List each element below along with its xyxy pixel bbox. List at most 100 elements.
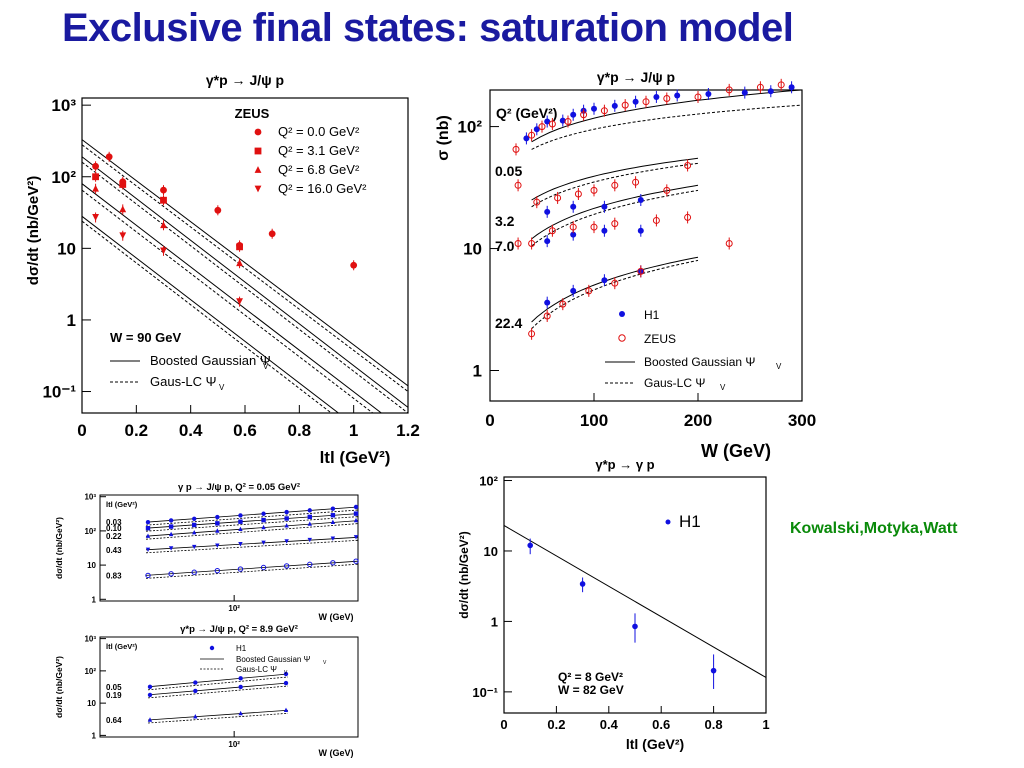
data-point: [92, 162, 99, 170]
data-point: [710, 667, 717, 674]
data-point: [788, 84, 795, 91]
data-point: [168, 518, 174, 523]
y-tick-label: 10³: [84, 493, 96, 502]
data-point: [283, 563, 290, 569]
t-header: ltl (GeV²): [106, 500, 138, 509]
data-point: [330, 536, 336, 541]
data-point: [569, 223, 577, 231]
data-point: [353, 535, 359, 540]
model-line-dashed: [82, 144, 408, 392]
data-point: [191, 569, 197, 575]
data-point: [756, 83, 764, 91]
data-point: [283, 671, 289, 677]
model-line-solid: [145, 506, 359, 523]
data-point: [601, 227, 608, 234]
y-axis-label: σ (nb): [435, 115, 452, 161]
model-curve-solid: [531, 184, 699, 240]
x-tick-label: 0: [77, 421, 86, 440]
model-curve-dashed: [531, 189, 699, 247]
data-point: [119, 181, 127, 188]
data-point: [632, 178, 640, 186]
data-point: [570, 287, 577, 294]
data-point: [193, 714, 198, 719]
model-curve-dashed: [531, 162, 699, 208]
data-point: [145, 533, 151, 538]
chart-title: γ*p → J/ψ p: [597, 69, 675, 85]
data-point: [145, 519, 151, 525]
legend-sub: V: [263, 362, 269, 371]
data-point: [570, 231, 577, 238]
data-point: [92, 173, 99, 181]
chart-dvcs-t: γ*p → γ p 0 0.2 0.4 0.6 0.8 1 10⁻¹ 1 10 10² ltl (Ge…: [457, 457, 770, 752]
x-axis-label: W (GeV): [319, 612, 354, 622]
model-line-dashed: [145, 509, 359, 526]
data-point: [559, 300, 567, 308]
y-axis-label: dσ/dt (nb/GeV²): [54, 656, 64, 718]
slide-title: Exclusive final states: saturation model: [62, 6, 794, 50]
data-point: [570, 203, 577, 210]
model-line-dashed: [147, 676, 289, 691]
y-tick-label: 10²: [84, 667, 96, 676]
legend-marker: [209, 645, 215, 651]
data-point: [307, 514, 312, 520]
data-point: [533, 126, 540, 133]
data-point: [284, 523, 289, 528]
chart-title: γ*p → γ p: [595, 457, 654, 472]
data-point: [590, 223, 598, 231]
data-point: [637, 197, 644, 204]
y-tick-label: 10: [57, 239, 76, 258]
data-point: [261, 511, 266, 516]
y-tick-label: 10³: [51, 96, 76, 115]
data-point: [590, 186, 598, 194]
data-point: [353, 504, 359, 510]
data-point: [580, 111, 588, 119]
legend-solid-label: Boosted Gaussian Ψ: [236, 655, 311, 664]
x-tick-label: 0.2: [125, 421, 149, 440]
data-point: [559, 117, 566, 124]
data-point: [260, 564, 267, 571]
y-tick-label: 10: [484, 544, 498, 559]
chart-small-q2-89: γ*p → J/ψ p, Q² = 8.9 GeV² 1 10 10² 10³ 10² W …: [54, 625, 359, 758]
q2-label: 3.2: [495, 213, 515, 229]
x-tick-label: 0.6: [652, 717, 670, 732]
data-point: [632, 98, 639, 105]
y-tick-label: 1: [92, 731, 97, 740]
data-point: [533, 198, 541, 206]
data-point: [215, 528, 220, 533]
data-point: [192, 530, 197, 535]
q2-label: 7.0: [495, 238, 515, 254]
data-point: [611, 102, 618, 109]
data-point: [215, 521, 220, 526]
data-point: [119, 205, 127, 213]
data-point: [284, 516, 289, 521]
data-point: [168, 524, 174, 529]
data-point: [353, 517, 359, 523]
data-point: [767, 88, 774, 95]
data-point: [284, 509, 289, 515]
chart-title: γ p → J/ψ p, Q² = 0.05 GeV²: [178, 482, 300, 493]
legend-label: H1: [236, 644, 247, 653]
plot-frame: [99, 494, 359, 602]
data-point: [307, 508, 312, 513]
model-line-dashed: [145, 563, 359, 579]
data-point: [330, 506, 336, 511]
data-point: [663, 94, 671, 102]
t-label: 0.22: [106, 532, 122, 541]
data-point: [238, 519, 243, 524]
data-point: [528, 131, 536, 139]
y-tick-label: 10: [87, 561, 96, 570]
model-line-dashed: [147, 712, 289, 724]
data-point: [214, 567, 221, 574]
legend-solid-label: Boosted Gaussian Ψ: [644, 355, 755, 369]
data-point: [261, 524, 266, 530]
legend-marker: [254, 128, 262, 136]
data-point: [600, 107, 608, 115]
chart-title: γ*p → J/ψ p: [206, 72, 284, 88]
data-point: [544, 238, 551, 245]
data-point: [145, 547, 151, 553]
model-line-solid: [147, 709, 289, 721]
data-point: [268, 230, 276, 238]
legend-title: ZEUS: [235, 106, 270, 121]
model-line-solid: [145, 536, 359, 551]
data-point: [214, 206, 222, 214]
